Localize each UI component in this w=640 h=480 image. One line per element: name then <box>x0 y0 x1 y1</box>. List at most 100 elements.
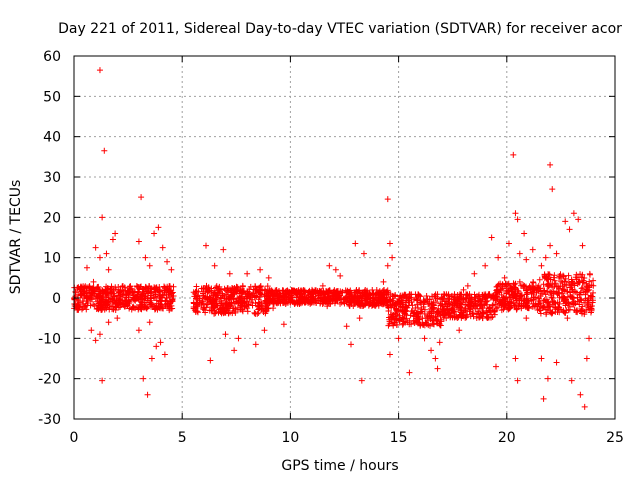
band-point <box>264 283 271 290</box>
band-point <box>308 293 315 300</box>
band-point <box>114 300 121 307</box>
data-point <box>261 327 268 334</box>
band-point <box>500 300 507 307</box>
band-point <box>126 283 133 290</box>
band-point <box>113 286 120 293</box>
band-point <box>544 282 551 289</box>
band-point <box>315 292 322 299</box>
band-point <box>337 300 344 307</box>
band-point <box>399 314 406 321</box>
band-point <box>325 300 332 307</box>
data-point <box>144 391 151 398</box>
band-point <box>276 296 283 303</box>
ticks <box>73 55 616 420</box>
band-point <box>401 291 408 298</box>
band-point <box>477 301 484 308</box>
band-point <box>256 286 263 293</box>
band-point <box>245 300 252 307</box>
y-tick-label: -10 <box>38 331 61 347</box>
band-point <box>590 277 597 284</box>
data-point <box>83 264 90 271</box>
band-point <box>150 294 157 301</box>
band-point <box>418 308 425 315</box>
data-point <box>412 319 419 326</box>
band-point <box>461 306 468 313</box>
data-point <box>581 403 588 410</box>
band-point <box>80 288 87 295</box>
band-point <box>256 294 263 301</box>
band-point <box>503 282 510 289</box>
x-tick-label: 5 <box>178 430 187 446</box>
band-point <box>232 309 239 316</box>
band-point <box>257 299 264 306</box>
band-point <box>361 297 368 304</box>
data-point <box>505 240 512 247</box>
band-point <box>405 297 412 304</box>
band-point <box>370 290 377 297</box>
band-point <box>392 311 399 318</box>
band-point <box>371 302 378 309</box>
data-point <box>309 286 316 293</box>
data-point <box>244 270 251 277</box>
band-point <box>267 295 274 302</box>
band-point <box>482 294 489 301</box>
band-point <box>104 285 111 292</box>
data-point <box>514 377 521 384</box>
band-point <box>129 304 136 311</box>
band-point <box>281 299 288 306</box>
band-point <box>194 303 201 310</box>
band-point <box>110 306 117 312</box>
band-point <box>381 294 388 301</box>
band-point <box>588 293 595 300</box>
data-point <box>319 282 326 289</box>
band-point <box>537 310 544 317</box>
band-point <box>380 287 387 294</box>
band-point <box>562 278 569 285</box>
data-point <box>324 303 331 310</box>
data-point <box>583 355 590 362</box>
band-point <box>213 284 220 291</box>
band-point <box>435 320 442 327</box>
data-point <box>449 307 456 314</box>
band-point <box>576 291 583 298</box>
band-point <box>148 295 155 302</box>
band-point <box>111 290 118 297</box>
band-point <box>126 298 133 305</box>
band-point <box>563 288 570 295</box>
band-point <box>277 296 284 303</box>
band-point <box>480 310 487 317</box>
data-point <box>360 250 367 257</box>
band-point <box>390 293 397 300</box>
band-point <box>221 285 228 292</box>
band-point <box>246 294 253 301</box>
band-point <box>212 293 219 300</box>
band-point <box>543 311 550 318</box>
band-point <box>113 298 120 305</box>
data-point <box>159 244 166 251</box>
band-point <box>576 278 583 285</box>
data-point <box>358 377 365 384</box>
data-point <box>356 315 363 322</box>
band-point <box>552 280 559 287</box>
band-point <box>579 279 586 286</box>
band-point <box>95 288 102 295</box>
band-point <box>300 298 307 305</box>
band-point <box>201 294 208 301</box>
band-point <box>355 301 362 308</box>
band-point <box>508 303 515 310</box>
band-point <box>342 287 349 294</box>
band-point <box>414 304 421 311</box>
band-point <box>525 304 532 311</box>
y-tick-label: -20 <box>38 372 61 388</box>
band-point <box>449 301 456 308</box>
band-point <box>488 311 495 318</box>
band-point <box>500 306 507 313</box>
data-point <box>575 216 582 223</box>
data-point <box>157 339 164 346</box>
data-point <box>516 250 523 257</box>
band-point <box>589 297 596 304</box>
band-point <box>142 285 149 292</box>
band-point <box>507 304 514 311</box>
band-point <box>546 271 553 278</box>
band-point <box>393 315 400 322</box>
